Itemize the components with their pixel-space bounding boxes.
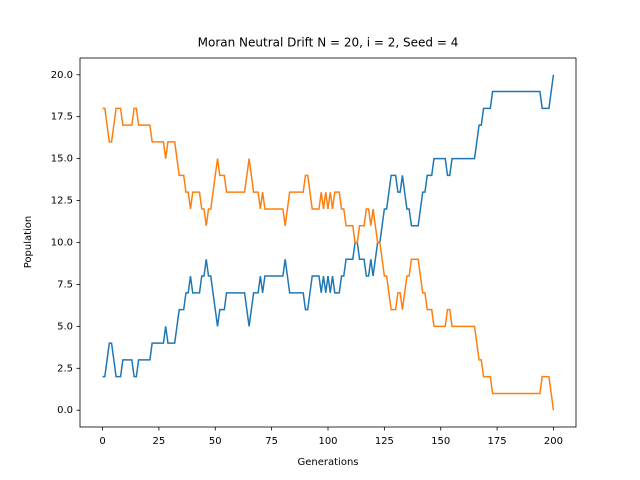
x-tick-label: 100 — [318, 436, 337, 447]
x-tick-label: 25 — [153, 436, 166, 447]
x-tick-label: 75 — [265, 436, 278, 447]
y-tick-label: 10.0 — [51, 238, 73, 249]
x-tick-label: 200 — [544, 436, 563, 447]
series-line — [102, 107, 555, 411]
chart-title: Moran Neutral Drift N = 20, i = 2, Seed … — [198, 36, 459, 50]
x-tick-label: 125 — [375, 436, 394, 447]
series-line — [102, 74, 555, 378]
plot-frame — [79, 57, 577, 428]
x-tick-label: 50 — [209, 436, 222, 447]
y-tick-label: 7.5 — [57, 279, 73, 290]
x-tick-label: 175 — [488, 436, 507, 447]
y-tick-label: 0.0 — [57, 405, 73, 416]
x-tick-label: 0 — [99, 436, 105, 447]
x-axis-label: Generations — [298, 457, 359, 468]
y-tick-label: 17.5 — [51, 112, 73, 123]
y-tick-label: 20.0 — [51, 70, 73, 81]
y-tick-label: 15.0 — [51, 154, 73, 165]
y-tick-label: 12.5 — [51, 196, 73, 207]
y-tick-label: 5.0 — [57, 321, 73, 332]
y-tick-label: 2.5 — [57, 363, 73, 374]
x-tick-label: 150 — [431, 436, 450, 447]
y-axis-label: Population — [23, 216, 34, 269]
